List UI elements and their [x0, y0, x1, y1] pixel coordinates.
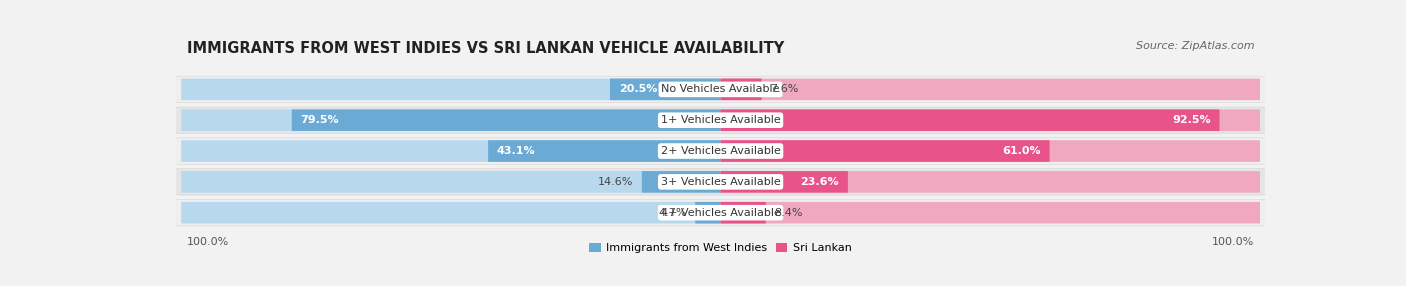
Text: 79.5%: 79.5% [301, 115, 339, 125]
FancyBboxPatch shape [610, 79, 721, 100]
FancyBboxPatch shape [721, 202, 766, 223]
FancyBboxPatch shape [173, 76, 1268, 103]
Text: 8.4%: 8.4% [775, 208, 803, 218]
Text: 20.5%: 20.5% [619, 84, 657, 94]
FancyBboxPatch shape [173, 169, 1268, 195]
FancyBboxPatch shape [641, 171, 721, 193]
FancyBboxPatch shape [173, 138, 1268, 164]
FancyBboxPatch shape [695, 202, 721, 223]
Text: 2+ Vehicles Available: 2+ Vehicles Available [661, 146, 780, 156]
Text: 4+ Vehicles Available: 4+ Vehicles Available [661, 208, 780, 218]
Text: 100.0%: 100.0% [1212, 237, 1254, 247]
FancyBboxPatch shape [181, 79, 721, 100]
FancyBboxPatch shape [721, 79, 762, 100]
FancyBboxPatch shape [721, 140, 1050, 162]
Text: 4.7%: 4.7% [658, 208, 686, 218]
FancyBboxPatch shape [721, 140, 1260, 162]
FancyBboxPatch shape [721, 202, 1260, 223]
FancyBboxPatch shape [721, 110, 1219, 131]
FancyBboxPatch shape [721, 79, 1260, 100]
Text: Source: ZipAtlas.com: Source: ZipAtlas.com [1136, 41, 1254, 51]
Text: 1+ Vehicles Available: 1+ Vehicles Available [661, 115, 780, 125]
Text: 61.0%: 61.0% [1002, 146, 1040, 156]
Text: 14.6%: 14.6% [598, 177, 633, 187]
Text: 92.5%: 92.5% [1173, 115, 1211, 125]
FancyBboxPatch shape [181, 110, 721, 131]
Text: IMMIGRANTS FROM WEST INDIES VS SRI LANKAN VEHICLE AVAILABILITY: IMMIGRANTS FROM WEST INDIES VS SRI LANKA… [187, 41, 785, 56]
FancyBboxPatch shape [721, 110, 1260, 131]
FancyBboxPatch shape [181, 202, 721, 223]
Text: No Vehicles Available: No Vehicles Available [661, 84, 780, 94]
Text: 23.6%: 23.6% [800, 177, 839, 187]
Text: 7.6%: 7.6% [770, 84, 799, 94]
FancyBboxPatch shape [721, 171, 848, 193]
Text: 100.0%: 100.0% [187, 237, 229, 247]
FancyBboxPatch shape [181, 140, 721, 162]
Text: 3+ Vehicles Available: 3+ Vehicles Available [661, 177, 780, 187]
FancyBboxPatch shape [173, 200, 1268, 226]
Text: 43.1%: 43.1% [496, 146, 536, 156]
FancyBboxPatch shape [173, 107, 1268, 133]
FancyBboxPatch shape [488, 140, 721, 162]
Legend: Immigrants from West Indies, Sri Lankan: Immigrants from West Indies, Sri Lankan [589, 243, 852, 253]
FancyBboxPatch shape [292, 110, 721, 131]
FancyBboxPatch shape [181, 171, 721, 193]
FancyBboxPatch shape [721, 171, 1260, 193]
